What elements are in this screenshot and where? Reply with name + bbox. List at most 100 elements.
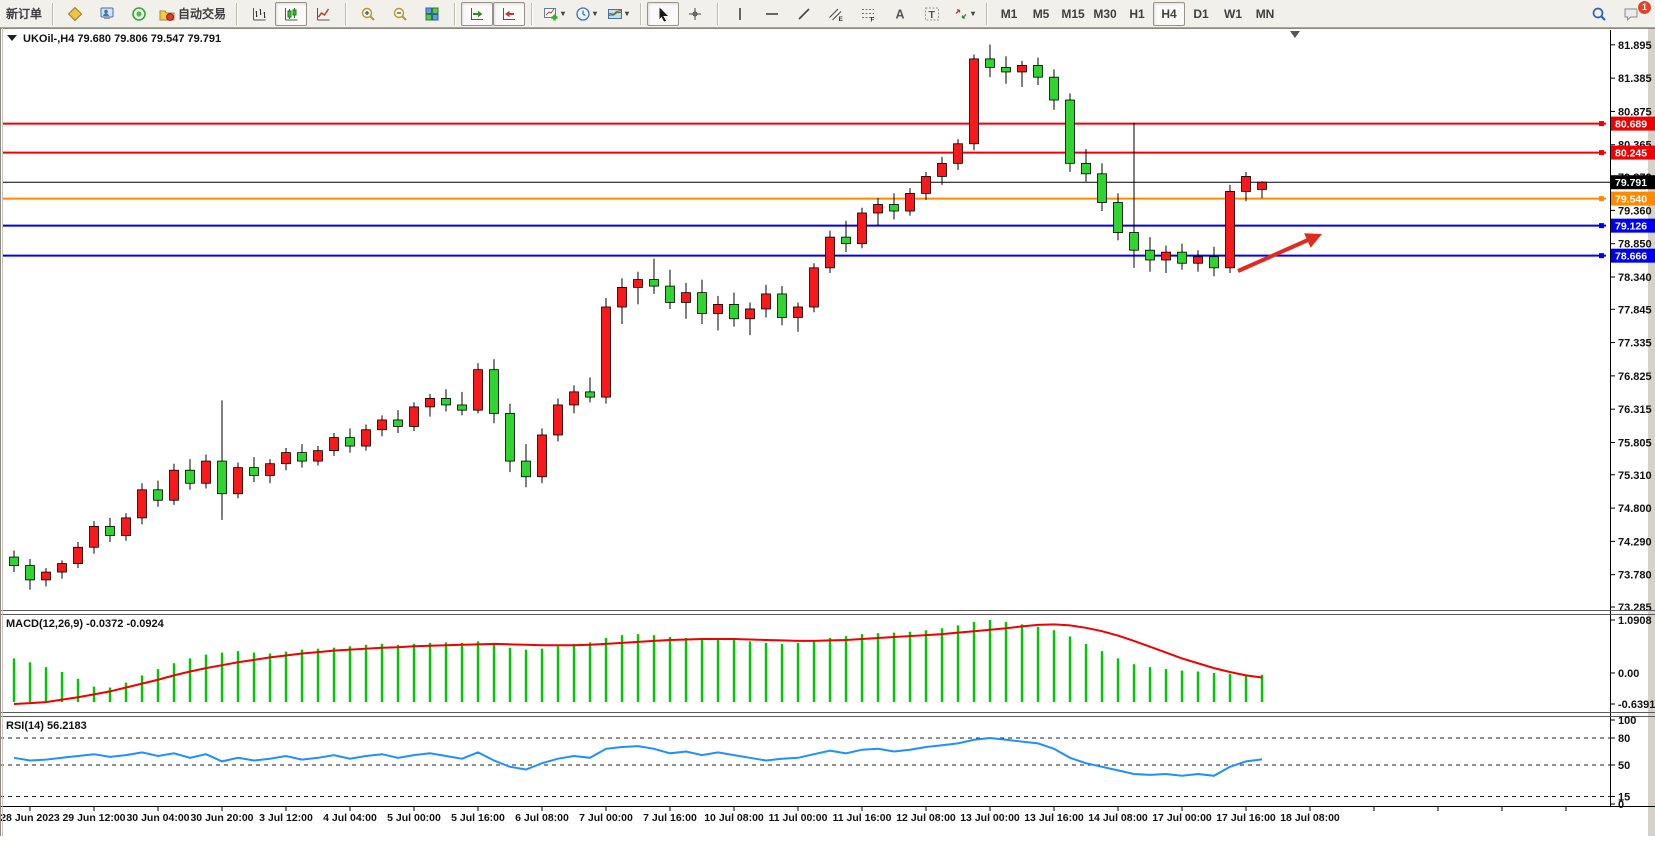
- toolbar-separator: [986, 2, 988, 25]
- macd-scale-label: -0.6391: [1618, 699, 1655, 711]
- candle-down: [1097, 173, 1107, 203]
- auto-trading-button[interactable]: 自动交易: [155, 2, 230, 26]
- time-axis[interactable]: 28 Jun 2023 29 Jun 12:00 30 Jun 04:00 30 Ju…: [0, 806, 1655, 824]
- chart-canvas[interactable]: 81.89581.38580.87580.36579.87079.36078.8…: [0, 28, 1655, 836]
- new-order-button[interactable]: 新订单: [2, 2, 46, 26]
- level-line-anchor[interactable]: [1599, 196, 1604, 202]
- candle-up: [1241, 176, 1251, 192]
- market-watch-button[interactable]: [91, 2, 123, 26]
- candle-up: [425, 397, 435, 408]
- horizontal-line-button[interactable]: [756, 2, 788, 26]
- horizontal-level-lines[interactable]: [3, 121, 1610, 259]
- line-chart-icon: [315, 6, 331, 22]
- candle-up: [41, 571, 51, 581]
- cursor-icon: [655, 6, 671, 22]
- toolbar-separator: [52, 2, 54, 25]
- text-button[interactable]: A: [884, 2, 916, 26]
- time-tick-label: 17 Jul 00:00: [1152, 812, 1212, 824]
- price-tick-label: 79.360: [1618, 205, 1652, 217]
- tf-d1-label: D1: [1193, 6, 1209, 21]
- notifications-button[interactable]: 1: [1615, 0, 1652, 26]
- auto-scroll-button[interactable]: [461, 1, 494, 26]
- macd-scale-label: 0.00: [1618, 668, 1639, 680]
- chevron-down-icon[interactable]: ▾: [593, 8, 598, 18]
- rsi-scale-label: 80: [1618, 733, 1630, 745]
- bar-chart-mode-button[interactable]: [243, 2, 275, 26]
- crosshair-icon: [687, 6, 703, 22]
- chart-shift-button[interactable]: [493, 1, 526, 26]
- time-tick-label: 10 Jul 08:00: [704, 812, 764, 824]
- tf-w1-button[interactable]: W1: [1217, 2, 1249, 26]
- periods-button[interactable]: ▾: [570, 2, 602, 26]
- symbol-dropdown-icon[interactable]: [7, 35, 17, 41]
- chevron-down-icon[interactable]: ▾: [625, 8, 630, 18]
- zoom-in-button[interactable]: [352, 2, 384, 26]
- tf-h1-button[interactable]: H1: [1121, 2, 1153, 26]
- chart-shift-marker-icon[interactable]: [1290, 31, 1300, 38]
- toolbar-group: 新订单: [0, 0, 48, 28]
- equidistant-channel-button[interactable]: E: [820, 2, 852, 26]
- rsi-scale-label: 50: [1618, 760, 1630, 772]
- period-icon: [575, 6, 591, 22]
- text-label-button[interactable]: T: [916, 2, 948, 26]
- tf-m30-button[interactable]: M30: [1089, 2, 1121, 26]
- price-axis[interactable]: 81.89581.38580.87580.36579.87079.36078.8…: [0, 28, 1655, 836]
- templates-button[interactable]: ▾: [602, 2, 634, 26]
- autotrading-icon: [159, 6, 175, 22]
- zoom-out-button[interactable]: [384, 2, 416, 26]
- tf-m1-button[interactable]: M1: [993, 2, 1025, 26]
- chevron-down-icon[interactable]: ▾: [971, 8, 976, 18]
- time-tick-label: 13 Jul 00:00: [960, 812, 1020, 824]
- symbols-button[interactable]: [59, 2, 91, 26]
- price-tick-label: 76.315: [1618, 404, 1652, 416]
- level-line-anchor[interactable]: [1599, 223, 1604, 229]
- tf-m5-button[interactable]: M5: [1025, 2, 1057, 26]
- price-badge: [1611, 145, 1655, 160]
- tile-windows-button[interactable]: [416, 2, 448, 26]
- trend-line-button[interactable]: [788, 2, 820, 26]
- tf-h4-label: H4: [1161, 6, 1177, 21]
- level-line-anchor[interactable]: [1599, 150, 1604, 156]
- trend-arrow-annotation[interactable]: [1237, 233, 1322, 273]
- candle-up: [825, 236, 835, 269]
- arrow-objects-button[interactable]: ▾: [948, 2, 980, 26]
- level-line-anchor[interactable]: [1599, 253, 1604, 259]
- arrow-head-icon[interactable]: [1304, 233, 1322, 248]
- level-line-anchor[interactable]: [1599, 121, 1604, 127]
- window-edge: [1648, 28, 1655, 836]
- time-tick-label: 30 Jun 20:00: [190, 812, 253, 824]
- new-chart-button[interactable]: ▾: [538, 2, 570, 26]
- text-icon: A: [892, 6, 908, 22]
- search-button[interactable]: [1583, 2, 1615, 26]
- chart-title: UKOil-,H4 79.680 79.806 79.547 79.791: [23, 33, 221, 45]
- candle-up: [969, 58, 979, 145]
- candle-down: [985, 58, 995, 68]
- cursor-button[interactable]: [647, 1, 680, 26]
- time-tick-label: 6 Jul 08:00: [515, 812, 569, 824]
- signals-button[interactable]: [123, 2, 155, 26]
- tf-mn-button[interactable]: MN: [1249, 2, 1281, 26]
- candle-chart-icon: [283, 6, 299, 22]
- candlestick-mode-button[interactable]: [275, 1, 308, 26]
- line-chart-mode-button[interactable]: [307, 2, 339, 26]
- tf-m15-button[interactable]: M15: [1057, 2, 1089, 26]
- time-tick-label: 3 Jul 12:00: [259, 812, 313, 824]
- price-badge-label: 78.666: [1615, 251, 1647, 263]
- crosshair-button[interactable]: [679, 2, 711, 26]
- tf-d1-button[interactable]: D1: [1185, 2, 1217, 26]
- price-tick-label: 75.805: [1618, 437, 1652, 449]
- candle-down: [489, 369, 499, 414]
- vertical-line-button[interactable]: [724, 2, 756, 26]
- candle-up: [1017, 65, 1027, 73]
- candle-down: [153, 489, 163, 501]
- fibonacci-retracement-button[interactable]: F: [852, 2, 884, 26]
- macd-pane: 1.0908 0.00 -0.6391: [12, 615, 1655, 711]
- toolbar-group: 自动交易: [57, 0, 232, 28]
- text-label-icon: T: [924, 6, 940, 22]
- chevron-down-icon[interactable]: ▾: [561, 8, 566, 18]
- tf-h4-button[interactable]: H4: [1153, 1, 1186, 26]
- candlestick-series: [9, 44, 1267, 590]
- time-tick-label: 7 Jul 16:00: [643, 812, 697, 824]
- arrow-line[interactable]: [1237, 238, 1309, 273]
- rsi-line: [13, 736, 1263, 777]
